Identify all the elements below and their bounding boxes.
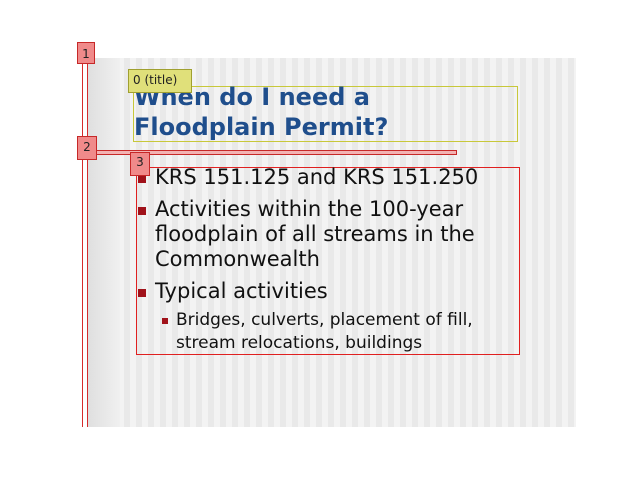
- list-item: Activities within the 100-year floodplai…: [137, 197, 517, 272]
- region-1-vertical-bar: [82, 58, 88, 427]
- slide-title: When do I need a Floodplain Permit?: [134, 83, 389, 141]
- bullet-list: KRS 151.125 and KRS 151.250 Activities w…: [137, 165, 517, 355]
- sub-list-item: Bridges, culverts, placement of fill, st…: [137, 309, 517, 355]
- region-tag-3: 3: [130, 152, 150, 176]
- region-tag-2: 2: [77, 136, 97, 160]
- body-bounding-box: [136, 167, 520, 355]
- region-tag-title: 0 (title): [128, 69, 192, 93]
- region-tag-1: 1: [77, 42, 95, 64]
- list-item: Typical activities: [137, 279, 517, 304]
- title-bounding-box: [133, 86, 518, 142]
- slide-canvas: [82, 58, 576, 427]
- list-item: KRS 151.125 and KRS 151.250: [137, 165, 517, 190]
- slide-left-band: [82, 58, 120, 427]
